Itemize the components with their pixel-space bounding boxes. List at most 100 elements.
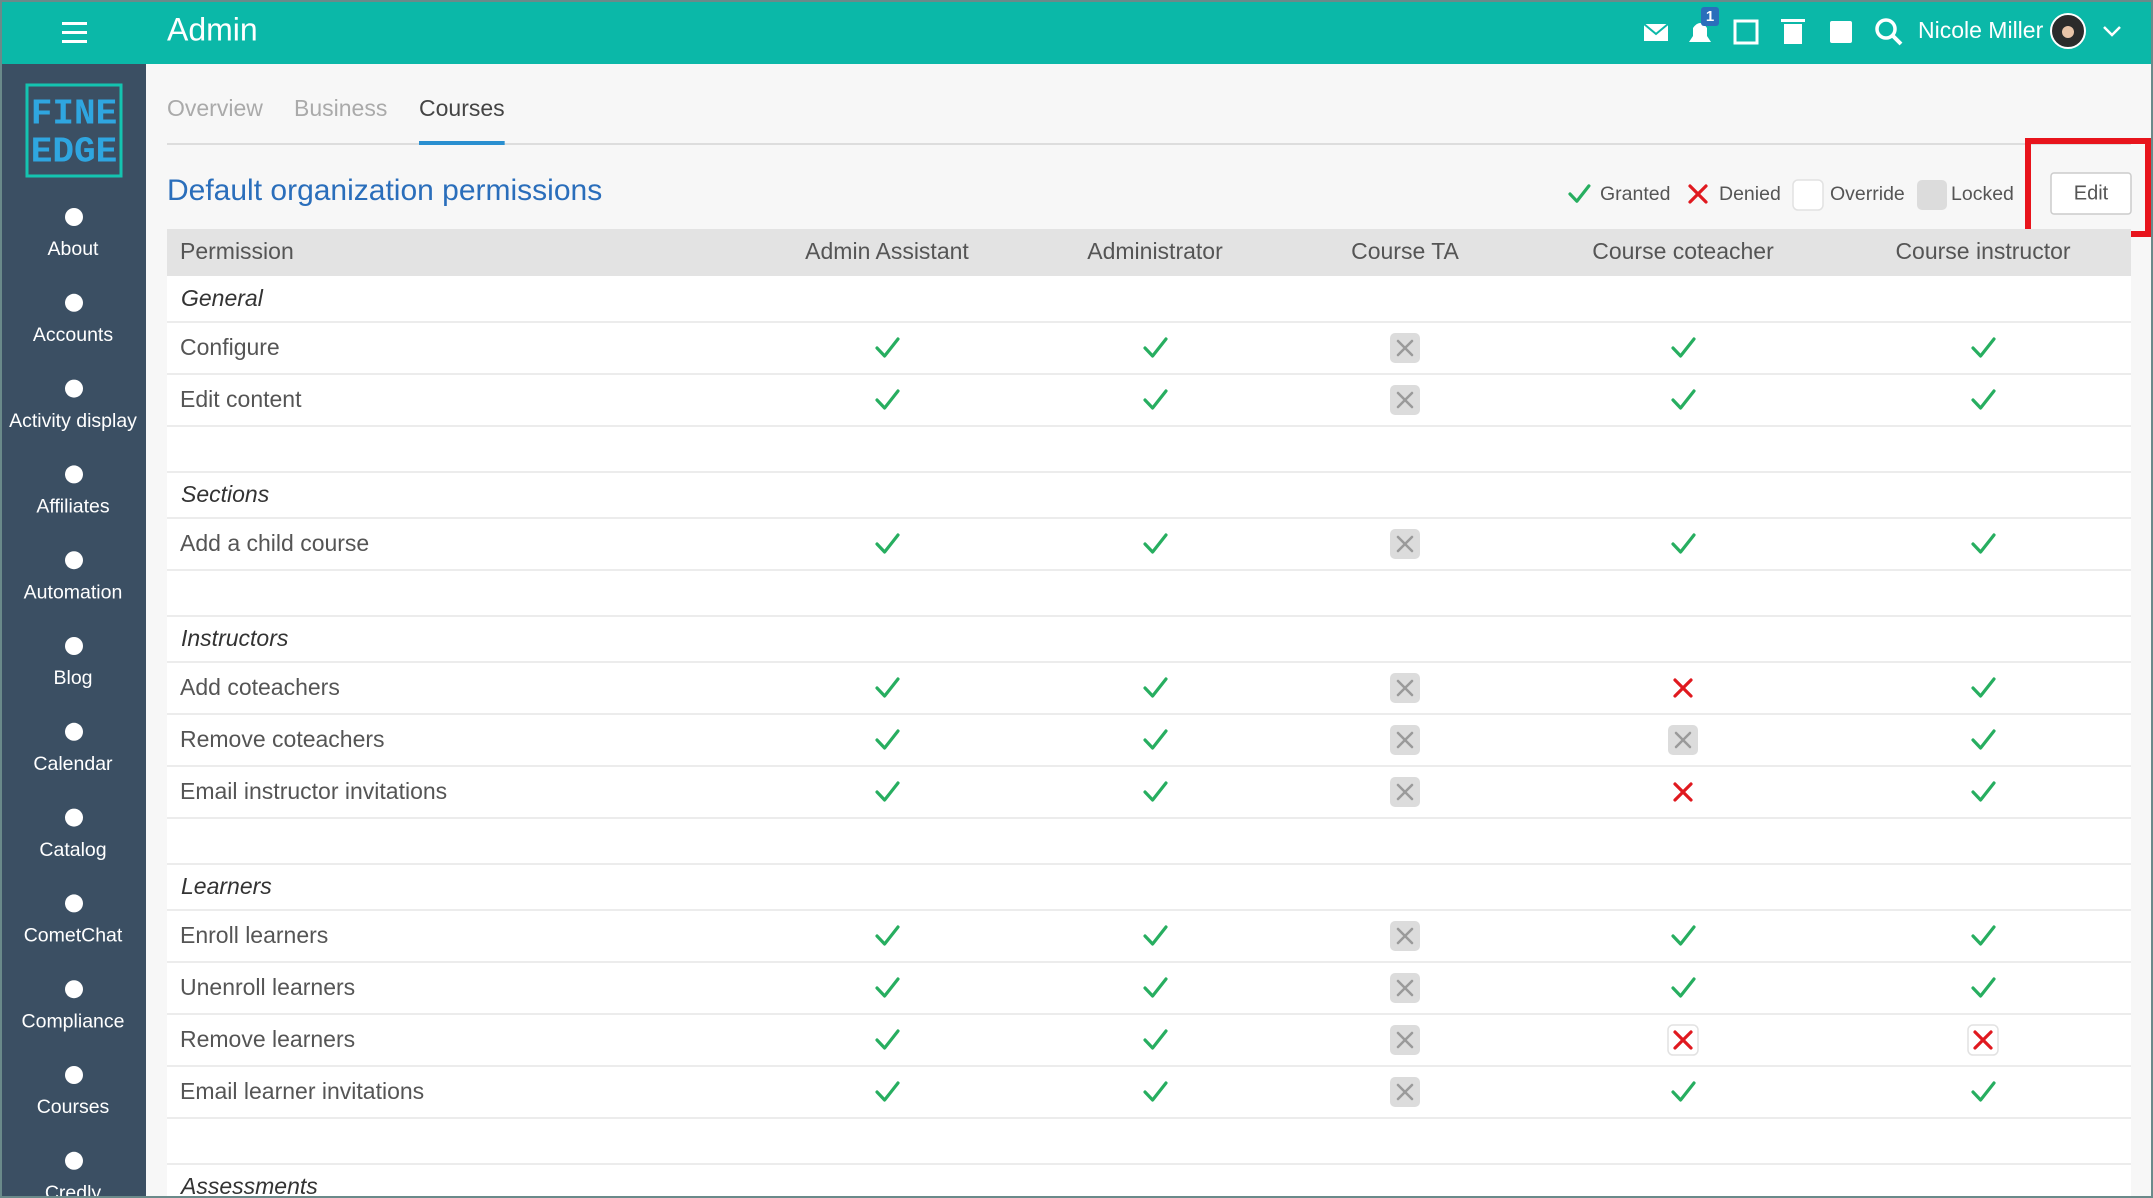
edit-button-label[interactable]: Edit <box>2074 182 2109 204</box>
search-handle <box>1891 34 1903 46</box>
logo-box <box>25 83 123 178</box>
nav-icon[interactable] <box>65 208 83 226</box>
user-menu-chevron[interactable] <box>2103 26 2121 37</box>
table-body <box>167 276 2131 1198</box>
cross-line <box>1674 731 1692 749</box>
nav-icon[interactable] <box>65 551 83 570</box>
granted-icon <box>1143 1029 1168 1050</box>
nav-icon[interactable] <box>65 722 83 741</box>
permission-name: Add coteachers <box>180 674 340 700</box>
granted-icon <box>875 1029 900 1050</box>
nav-item[interactable]: About <box>48 238 100 260</box>
edit-button[interactable] <box>2050 172 2132 215</box>
calendar-icon[interactable] <box>1733 19 1759 45</box>
cross-line <box>1688 184 1708 204</box>
nav-item[interactable]: Blog <box>53 667 92 689</box>
nav-icon[interactable] <box>65 379 83 398</box>
cross-line <box>1396 731 1414 749</box>
legend-label: Denied <box>1719 183 1781 205</box>
legend-label: Override <box>1830 183 1905 205</box>
nav-icon[interactable] <box>65 637 83 655</box>
granted-icon <box>1568 184 1591 203</box>
granted-icon <box>875 677 900 698</box>
cross-line <box>1396 783 1414 801</box>
trash-icon[interactable] <box>1784 24 1802 44</box>
nav-icon[interactable] <box>65 1151 83 1170</box>
nav-item[interactable]: Compliance <box>22 1010 125 1032</box>
group-title: Assessments <box>179 1173 318 1198</box>
granted-icon <box>1143 925 1168 946</box>
granted-icon <box>1671 925 1696 946</box>
tab[interactable]: Business <box>294 95 387 121</box>
user-name[interactable]: Nicole Miller <box>1918 17 2044 43</box>
granted-icon <box>1971 389 1996 410</box>
table-header <box>167 229 2131 276</box>
page-heading: Default organization permissions <box>167 174 602 207</box>
nav-item[interactable]: Affiliates <box>36 496 110 518</box>
granted-icon <box>1971 925 1996 946</box>
bell-icon[interactable] <box>1689 23 1711 42</box>
granted-icon <box>875 925 900 946</box>
granted-icon <box>1971 677 1996 698</box>
nav-icon[interactable] <box>65 808 83 827</box>
nav-icon[interactable] <box>65 894 83 913</box>
help-icon[interactable] <box>1830 21 1852 43</box>
menu-button[interactable] <box>62 22 87 43</box>
menu-bar <box>62 40 87 43</box>
granted-icon <box>1671 389 1696 410</box>
nav-item[interactable]: Activity display <box>9 410 137 432</box>
permission-name: Email learner invitations <box>180 1078 424 1104</box>
granted-icon <box>875 977 900 998</box>
permission-name: Edit content <box>180 386 302 412</box>
granted-icon <box>1671 1081 1696 1102</box>
permission-name: Email instructor invitations <box>180 778 447 804</box>
nav-icon[interactable] <box>65 980 83 999</box>
group-title: Learners <box>181 873 272 899</box>
granted-icon <box>1143 1081 1168 1102</box>
column-header: Administrator <box>1087 238 1223 264</box>
notification-count: 1 <box>1706 8 1714 25</box>
granted-icon <box>1971 729 1996 750</box>
nav-item[interactable]: Automation <box>24 581 123 603</box>
granted-icon <box>1671 337 1696 358</box>
nav-icon[interactable] <box>65 1066 83 1084</box>
nav-item[interactable]: Accounts <box>33 324 113 346</box>
tab[interactable]: Overview <box>167 95 263 121</box>
nav-item[interactable]: CometChat <box>24 925 123 947</box>
granted-icon <box>1971 781 1996 802</box>
trash-lid <box>1781 19 1805 22</box>
granted-icon <box>1671 533 1696 554</box>
logo-text: EDGE <box>31 132 117 173</box>
sidebar <box>0 64 146 1198</box>
nav-icon[interactable] <box>65 293 83 312</box>
granted-icon <box>875 729 900 750</box>
permission-name: Enroll learners <box>180 922 328 948</box>
logo-text: FINE <box>31 94 117 135</box>
cross-line <box>1396 1083 1414 1101</box>
nav-icon[interactable] <box>65 465 83 484</box>
menu-bar <box>62 22 87 25</box>
tab[interactable]: Courses <box>419 95 505 121</box>
cross-line <box>1396 1031 1414 1049</box>
granted-icon <box>875 1081 900 1102</box>
app-title: Admin <box>167 11 258 47</box>
cross-line <box>1973 1030 1993 1050</box>
nav-item[interactable]: Credly <box>45 1182 102 1198</box>
search-icon[interactable] <box>1875 18 1897 40</box>
group-title: General <box>181 285 264 311</box>
group-title: Sections <box>181 481 270 507</box>
column-header: Admin Assistant <box>805 238 969 264</box>
nav-item[interactable]: Catalog <box>39 839 106 861</box>
nav-item[interactable]: Calendar <box>33 753 113 775</box>
granted-icon <box>1143 677 1168 698</box>
column-header: Course TA <box>1351 238 1459 264</box>
granted-icon <box>1971 337 1996 358</box>
nav-item[interactable]: Courses <box>37 1096 110 1118</box>
avatar-face <box>2062 26 2074 38</box>
locked-swatch <box>1917 180 1947 210</box>
permission-name: Remove learners <box>180 1026 355 1052</box>
granted-icon <box>875 337 900 358</box>
permission-name: Remove coteachers <box>180 726 385 752</box>
column-header: Course instructor <box>1895 238 2070 264</box>
